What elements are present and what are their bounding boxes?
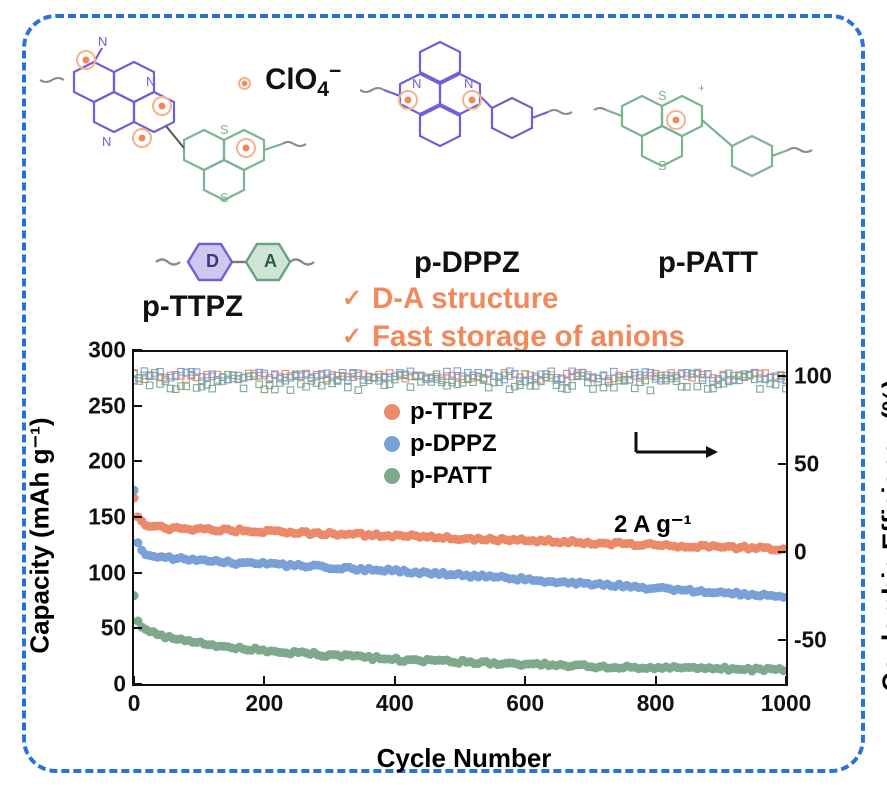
legend: p-TTPZ p-DPPZ p-PATT bbox=[384, 398, 497, 494]
svg-text:S: S bbox=[220, 190, 229, 205]
svg-text:N: N bbox=[102, 134, 111, 149]
legend-item: p-PATT bbox=[384, 462, 497, 490]
svg-text:D: D bbox=[206, 251, 219, 271]
legend-swatch bbox=[384, 436, 400, 452]
label-ttpz: p-TTPZ bbox=[142, 290, 243, 324]
legend-label: p-PATT bbox=[410, 462, 492, 490]
svg-text:N: N bbox=[464, 76, 473, 91]
plot-area: p-TTPZ p-DPPZ p-PATT 2 A g⁻¹ 02004006008… bbox=[132, 350, 786, 686]
label-dppz: p-DPPZ bbox=[414, 246, 520, 280]
structure-ttpz: N N N S S bbox=[34, 30, 324, 240]
rate-annotation: 2 A g⁻¹ bbox=[614, 510, 692, 539]
y-axis-right-title: Coulombic Efficiency (%) bbox=[876, 342, 887, 728]
svg-text:+: + bbox=[698, 81, 705, 95]
structure-patt: S S + bbox=[592, 48, 852, 238]
svg-text:S: S bbox=[220, 122, 229, 137]
legend-item: p-TTPZ bbox=[384, 398, 497, 426]
legend-swatch bbox=[384, 468, 400, 484]
label-patt: p-PATT bbox=[658, 246, 758, 280]
cycling-chart: Capacity (mAh g⁻¹) Coulombic Efficiency … bbox=[84, 342, 844, 728]
legend-label: p-DPPZ bbox=[410, 430, 497, 458]
right-axis-arrow-icon bbox=[632, 422, 718, 458]
note-row: ✓ D-A structure bbox=[342, 282, 685, 316]
legend-swatch bbox=[384, 404, 400, 420]
da-schematic: D A bbox=[152, 236, 322, 293]
structure-dppz: N N bbox=[342, 26, 592, 226]
x-axis-title: Cycle Number bbox=[84, 743, 844, 774]
check-icon: ✓ bbox=[342, 287, 362, 311]
structures-panel: ClO4− N N N bbox=[22, 18, 865, 338]
svg-text:N: N bbox=[412, 76, 421, 91]
note-text: D-A structure bbox=[372, 282, 558, 316]
svg-text:N: N bbox=[98, 34, 107, 49]
legend-item: p-DPPZ bbox=[384, 430, 497, 458]
y-axis-left-title: Capacity (mAh g⁻¹) bbox=[24, 342, 56, 728]
svg-text:S: S bbox=[658, 88, 667, 103]
svg-text:A: A bbox=[264, 251, 277, 271]
svg-text:N: N bbox=[146, 74, 155, 89]
svg-text:S: S bbox=[658, 158, 667, 173]
legend-label: p-TTPZ bbox=[410, 398, 493, 426]
